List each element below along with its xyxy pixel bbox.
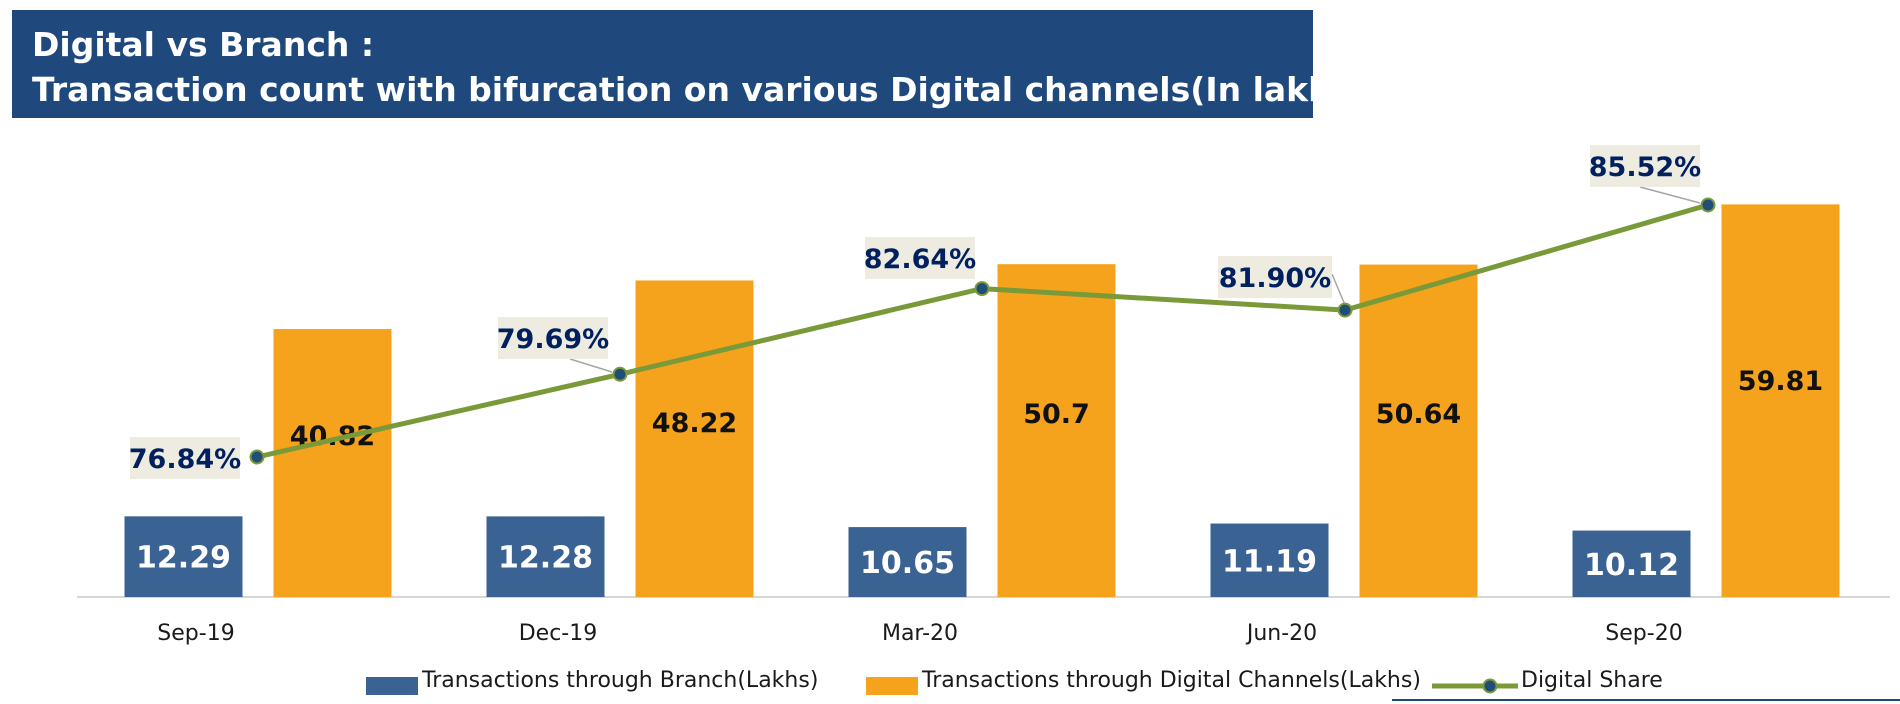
legend-label-digital: Transactions through Digital Channels(La… bbox=[921, 668, 1421, 693]
bar-branch-label: 11.19 bbox=[1222, 544, 1317, 579]
bar-branch-dec-19 bbox=[486, 516, 605, 597]
pct-label-box bbox=[130, 437, 240, 479]
digital-share-marker bbox=[1337, 302, 1353, 318]
bar-branch-jun-20 bbox=[1210, 523, 1329, 597]
pct-label: 85.52% bbox=[1589, 152, 1701, 183]
bar-branch-label: 12.29 bbox=[136, 541, 231, 576]
title-banner: Digital vs Branch : Transaction count wi… bbox=[12, 10, 1367, 118]
bar-digital-label: 50.64 bbox=[1376, 399, 1461, 430]
digital-share-marker bbox=[249, 449, 265, 465]
bar-branch-label: 10.12 bbox=[1584, 548, 1679, 583]
pct-label: 79.69% bbox=[497, 324, 609, 355]
bar-branch-label: 10.65 bbox=[860, 546, 955, 581]
bar-digital-sep-19 bbox=[273, 329, 392, 597]
pct-label: 81.90% bbox=[1219, 263, 1331, 294]
x-tick-label: Sep-20 bbox=[1605, 621, 1682, 646]
bar-digital-jun-20 bbox=[1359, 264, 1478, 597]
bar-branch-label: 12.28 bbox=[498, 541, 593, 576]
bar-digital-sep-20 bbox=[1721, 204, 1840, 598]
x-tick-label: Jun-20 bbox=[1245, 621, 1317, 646]
title-line-2: Transaction count with bifurcation on va… bbox=[32, 70, 1367, 109]
x-tick-label: Mar-20 bbox=[882, 621, 958, 646]
bar-digital-label: 50.7 bbox=[1023, 399, 1090, 430]
pct-label-box bbox=[1590, 145, 1700, 187]
digital-share-marker bbox=[1700, 197, 1716, 213]
x-tick-label: Sep-19 bbox=[157, 621, 234, 646]
pct-leader-line bbox=[569, 358, 613, 373]
pct-label-box bbox=[1218, 256, 1332, 298]
digital-share-marker bbox=[974, 281, 990, 297]
bar-digital-mar-20 bbox=[997, 264, 1116, 597]
legend-label-share: Digital Share bbox=[1521, 668, 1663, 693]
legend-label-branch: Transactions through Branch(Lakhs) bbox=[421, 668, 818, 693]
legend-swatch-digital bbox=[866, 677, 918, 695]
legend-swatch-branch bbox=[366, 677, 418, 695]
bar-branch-mar-20 bbox=[848, 527, 967, 597]
bar-branch-sep-19 bbox=[124, 516, 243, 597]
bar-digital-label: 59.81 bbox=[1738, 366, 1823, 397]
bar-branch-sep-20 bbox=[1572, 530, 1691, 597]
bar-digital-dec-19 bbox=[635, 280, 754, 597]
digital-share-marker bbox=[612, 366, 628, 382]
pct-label-box bbox=[865, 237, 975, 279]
bar-digital-label: 48.22 bbox=[652, 408, 737, 439]
legend-marker-share bbox=[1482, 678, 1498, 694]
pct-leader-line bbox=[1331, 273, 1346, 306]
digital-share-line bbox=[256, 202, 1709, 460]
title-line-1: Digital vs Branch : bbox=[32, 25, 375, 64]
pct-label: 82.64% bbox=[864, 244, 976, 275]
x-tick-label: Dec-19 bbox=[519, 621, 598, 646]
pct-label: 76.84% bbox=[129, 444, 241, 475]
pct-label-box bbox=[498, 317, 608, 359]
pct-leader-line bbox=[1639, 186, 1701, 204]
